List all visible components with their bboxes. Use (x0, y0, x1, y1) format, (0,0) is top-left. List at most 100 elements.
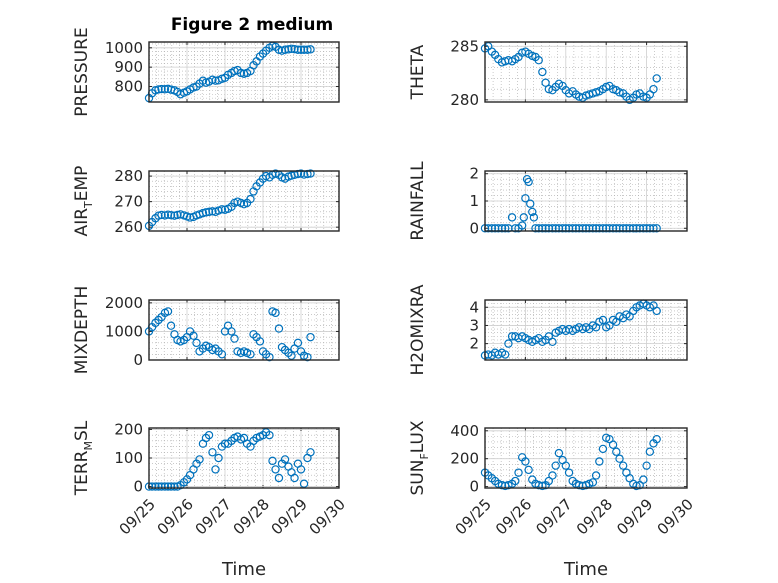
chart-4-point (538, 224, 547, 233)
chart-6: 234 H2OMIXRA (408, 284, 688, 376)
chart-8-xtick-label: 09/29 (613, 495, 656, 538)
chart-3-point (208, 207, 217, 216)
chart-4-point (526, 199, 535, 208)
chart-1-point (306, 45, 315, 54)
chart-4-ylabel: RAINFALL (408, 161, 428, 241)
chart-7-point (211, 465, 220, 474)
chart-5-point (246, 350, 255, 359)
chart-8-point (598, 444, 608, 454)
chart-1-ylabel: PRESSURE (72, 27, 92, 116)
chart-8: 0 200 400 SUNFLUX 09/2509/2609/2709/2809/290… (408, 420, 697, 580)
chart-4-ytick-label: 0 (469, 219, 479, 237)
chart-5-point (189, 331, 198, 340)
chart-5-point (265, 352, 274, 362)
chart-7-point (268, 456, 277, 466)
chart-4-point (588, 224, 598, 233)
chart-8-xlabel: Time (563, 559, 608, 580)
chart-8-ytick-label: 200 (450, 450, 479, 468)
chart-8-point (591, 471, 601, 480)
chart-8-point (538, 481, 547, 491)
chart-7-point (166, 482, 176, 491)
chart-7-point (265, 430, 274, 440)
chart-8-ytick-label: 400 (450, 422, 479, 440)
chart-3-point (157, 210, 166, 220)
chart-5-axes-box (148, 299, 340, 361)
chart-7-point (163, 482, 173, 491)
chart-7-point (170, 482, 179, 491)
chart-2-point (534, 56, 543, 65)
chart-3-point (201, 208, 211, 217)
chart-1-point (160, 85, 170, 94)
chart-8-point (612, 447, 621, 456)
chart-1-point (287, 44, 296, 53)
chart-5-point (227, 327, 236, 336)
chart-7-axes-box (148, 427, 340, 489)
chart-4-point (558, 224, 567, 233)
chart-3-ylabel: AIRTEMP (72, 166, 95, 237)
chart-8-point (514, 468, 523, 477)
chart-1-point (303, 45, 312, 54)
chart-3-point (306, 169, 315, 178)
chart-8-point (548, 471, 557, 480)
chart-1-point (280, 45, 290, 54)
chart-6-point (504, 339, 513, 348)
chart-3-axes-box (148, 170, 340, 232)
chart-4-point (521, 194, 530, 203)
chart-7-point (214, 453, 223, 463)
chart-5-point (255, 337, 265, 346)
chart-7-ytick-label: 0 (133, 478, 143, 496)
chart-7-xtick-label: 09/25 (116, 495, 159, 538)
chart-1-point (154, 85, 163, 94)
chart-7-point (151, 482, 160, 491)
chart-7-point (160, 482, 170, 491)
chart-8-point (618, 461, 628, 470)
chart-7-point (271, 465, 280, 474)
chart-3: 260 270 280 AIRTEMP (72, 166, 340, 237)
chart-2-point (615, 88, 624, 97)
chart-5-ytick-label: 1000 (105, 322, 143, 340)
chart-8-point (561, 461, 571, 470)
chart-8-point (632, 481, 641, 491)
chart-7-ytick-label: 100 (114, 449, 143, 467)
chart-5-point (192, 338, 201, 348)
chart-7-point (157, 482, 166, 491)
chart-5-point (293, 338, 303, 348)
chart-5-ytick-label: 0 (133, 351, 143, 369)
chart-5-point (306, 332, 315, 342)
chart-5-point (217, 350, 227, 359)
chart-8-point (615, 454, 624, 463)
chart-8-point (564, 468, 574, 477)
chart-8-xtick-label: 09/25 (452, 495, 495, 538)
chart-7-xtick-label: 09/30 (306, 495, 349, 538)
chart-7-point (195, 455, 204, 464)
chart-6-ylabel: H2OMIXRA (408, 284, 428, 375)
chart-6-point (598, 315, 608, 325)
chart-5-ylabel: MIXDEPTH (72, 286, 92, 375)
chart-8-point (511, 476, 520, 486)
chart-3-point (163, 210, 173, 219)
chart-8-axes-box (484, 427, 688, 489)
chart-5-point (163, 307, 173, 316)
chart-8-xtick-label: 09/27 (532, 495, 575, 538)
chart-2-ytick-label: 285 (450, 37, 479, 55)
chart-4-ytick-label: 2 (469, 165, 479, 183)
chart-4-point (501, 224, 510, 233)
chart-1-ytick-label: 800 (114, 78, 143, 96)
chart-5-point (303, 352, 312, 362)
chart-7-point (280, 455, 290, 464)
chart-6-ytick-label: 2 (469, 335, 479, 353)
chart-8-ytick-label: 0 (469, 478, 479, 496)
chart-8-point (504, 481, 513, 490)
chart-8-xtick-label: 09/30 (654, 495, 697, 538)
chart-3-ytick-label: 280 (114, 167, 143, 185)
chart-5: 0 1000 2000 MIXDEPTH (72, 286, 340, 375)
chart-2-ylabel: THETA (408, 44, 428, 100)
chart-3-ytick-label: 270 (114, 193, 143, 211)
chart-1-point (299, 45, 309, 54)
chart-8-point (551, 461, 560, 470)
chart-8-point (595, 457, 604, 466)
chart-1-ytick-label: 900 (114, 58, 143, 76)
chart-4-point (528, 207, 537, 217)
